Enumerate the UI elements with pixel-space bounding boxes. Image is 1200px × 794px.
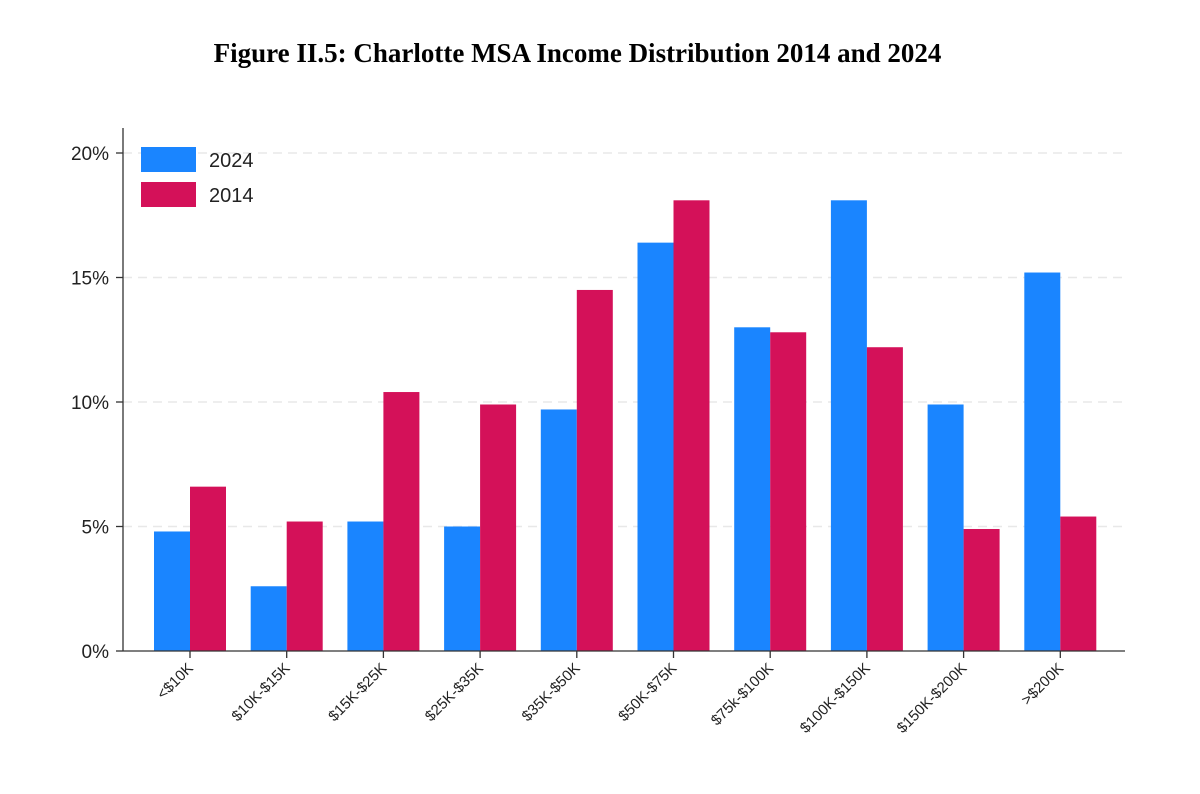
bar-2014 [1060, 516, 1097, 651]
legend-swatch-2014 [141, 182, 196, 207]
bar-2024 [927, 404, 964, 651]
bars [154, 200, 1097, 651]
figure-title: Figure II.5: Charlotte MSA Income Distri… [213, 38, 942, 68]
bar-2024 [1024, 272, 1061, 651]
gridlines [123, 152, 1125, 528]
bar-2024 [347, 521, 384, 651]
y-axis-ticks: 0% 5% 10% 15% 20% [71, 144, 123, 663]
axes [122, 128, 1125, 652]
x-tick-label: $75k-$100K [708, 660, 777, 729]
x-tick-label: $25K-$35K [422, 660, 487, 725]
y-tick-label: 10% [71, 393, 109, 414]
legend-label-2014: 2014 [209, 185, 254, 207]
y-tick-label: 5% [82, 518, 110, 539]
y-tick-label: 20% [71, 144, 109, 165]
bar-2014 [190, 486, 226, 651]
x-tick-label: $35K-$50K [519, 660, 584, 725]
bar-2014 [383, 392, 420, 651]
legend: 2024 2014 [141, 147, 254, 207]
x-axis-ticks: <$10K $10K-$15K $15K-$25K $25K-$35K $35K-$50… [154, 651, 1067, 737]
bar-2014 [673, 200, 710, 651]
bar-2014 [770, 332, 807, 651]
x-tick-label: <$10K [154, 660, 197, 703]
bar-2014 [286, 521, 323, 651]
bar-2024 [154, 531, 190, 651]
bar-2024 [830, 200, 867, 651]
bar-2024 [444, 526, 481, 651]
x-tick-label: $10K-$15K [228, 660, 293, 725]
bar-2014 [963, 528, 1000, 651]
bar-2024 [637, 242, 674, 651]
legend-swatch-2024 [141, 147, 196, 172]
x-tick-label: $150K-$200K [894, 660, 971, 737]
bar-2024 [540, 409, 577, 651]
bar-2024 [734, 327, 771, 651]
x-tick-label: $50K-$75K [615, 660, 680, 725]
legend-label-2024: 2024 [209, 150, 254, 172]
x-tick-label: >$200K [1018, 660, 1067, 709]
y-tick-label: 15% [71, 269, 109, 290]
x-tick-label: $100K-$150K [797, 660, 874, 737]
y-tick-label: 0% [82, 642, 110, 663]
bar-2014 [480, 404, 517, 651]
bar-2024 [250, 586, 287, 651]
bar-2014 [576, 289, 613, 651]
bar-2014 [866, 347, 903, 651]
x-tick-label: $15K-$25K [325, 660, 390, 725]
